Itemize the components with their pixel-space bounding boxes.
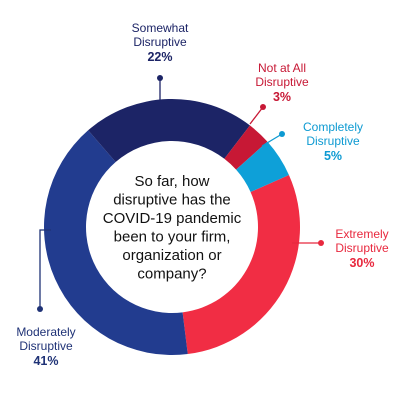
leader-line-moderately-disruptive bbox=[39, 229, 51, 309]
slice-moderately-disruptive bbox=[43, 130, 188, 355]
label-leaders bbox=[37, 75, 324, 312]
center-question-line: So far, how bbox=[134, 173, 209, 190]
leader-line-completely-disruptive bbox=[261, 133, 283, 147]
slice-label-line: Extremely bbox=[335, 227, 388, 241]
slice-labels: Extremely Disruptive 30%Moderately Disrupti… bbox=[16, 21, 389, 368]
slice-percent: 22% bbox=[147, 50, 172, 64]
slice-label-line: Completely bbox=[303, 120, 363, 134]
slice-label-line: Disruptive bbox=[306, 134, 360, 148]
slice-label-not-at-all-disruptive: Not at All Disruptive 3% bbox=[255, 61, 309, 104]
slice-label-line: Disruptive bbox=[335, 241, 389, 255]
donut-slices bbox=[43, 99, 300, 355]
slice-label-extremely-disruptive: Extremely Disruptive 30% bbox=[335, 227, 389, 270]
slice-percent: 30% bbox=[349, 256, 374, 270]
center-question-line: been to your firm, bbox=[114, 228, 231, 245]
center-question-line: COVID-19 pandemic bbox=[103, 210, 242, 227]
slice-label-somewhat-disruptive: Somewhat Disruptive 22% bbox=[132, 21, 189, 64]
slice-extremely-disruptive bbox=[182, 174, 300, 355]
leader-line-not-at-all-disruptive bbox=[249, 106, 264, 125]
center-question-line: company? bbox=[137, 265, 206, 282]
slice-not-at-all-disruptive bbox=[224, 125, 268, 170]
slice-percent: 5% bbox=[324, 149, 342, 163]
leader-dot bbox=[157, 75, 163, 81]
leader-dot bbox=[279, 131, 285, 137]
leader-dot bbox=[37, 306, 43, 312]
slice-completely-disruptive bbox=[236, 141, 289, 193]
slice-label-moderately-disruptive: Moderately Disruptive 41% bbox=[16, 325, 75, 368]
slice-label-completely-disruptive: Completely Disruptive 5% bbox=[303, 120, 363, 163]
center-question-line: organization or bbox=[122, 247, 221, 264]
slice-label-line: Disruptive bbox=[133, 35, 187, 49]
center-question: So far, how disruptive has the COVID-19 pa… bbox=[103, 173, 242, 283]
leader-dot bbox=[318, 240, 324, 246]
slice-somewhat-disruptive bbox=[88, 99, 250, 163]
slice-label-line: Moderately bbox=[16, 325, 75, 339]
center-question-line: disruptive has the bbox=[113, 191, 231, 208]
leader-dot bbox=[260, 104, 266, 110]
slice-percent: 41% bbox=[33, 354, 58, 368]
slice-label-line: Disruptive bbox=[255, 75, 309, 89]
slice-label-line: Not at All bbox=[258, 61, 306, 75]
slice-percent: 3% bbox=[273, 90, 291, 104]
slice-label-line: Disruptive bbox=[19, 339, 73, 353]
slice-label-line: Somewhat bbox=[132, 21, 189, 35]
